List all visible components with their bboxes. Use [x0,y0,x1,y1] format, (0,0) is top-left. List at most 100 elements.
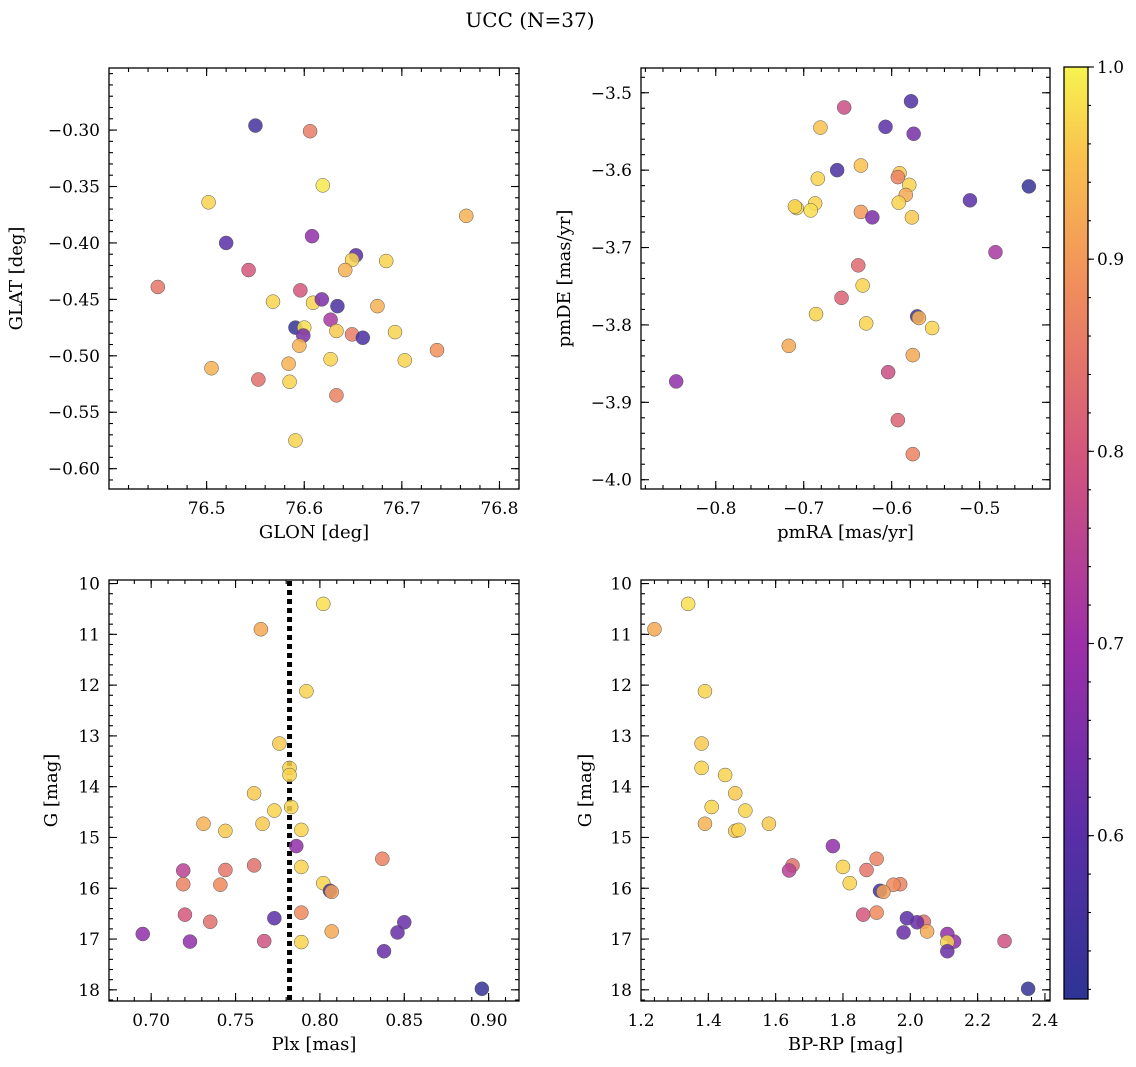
data-point [647,622,662,637]
x-tick-label: 76.8 [481,499,519,519]
data-point [323,312,338,327]
data-point [315,178,331,193]
y-axis-label: G [mag] [41,754,62,827]
data-point [429,342,445,358]
data-point [299,683,314,699]
data-point [834,290,849,306]
data-point [267,910,282,926]
data-point [890,412,906,428]
y-tick-label: 11 [78,625,100,645]
y-tick-label: −3.5 [591,84,632,104]
y-axis-label: G [mag] [575,754,596,827]
plot-frame [640,579,1051,1002]
x-tick-label: 76.6 [285,499,323,519]
data-point [891,195,906,210]
data-point [829,162,845,178]
data-point [213,877,228,892]
data-point [890,169,906,185]
data-point [175,863,191,878]
data-point [175,876,191,892]
data-point [825,838,841,854]
data-point [218,823,233,839]
data-point [1020,981,1036,997]
data-point [390,925,405,940]
figure-title: UCC (N=37) [465,8,594,32]
data-point [265,294,281,309]
data-point [251,372,266,387]
data-point [344,252,360,268]
y-tick-label: 14 [78,778,100,798]
y-tick-label: 13 [610,727,632,747]
x-tick-label: 0.75 [217,1011,255,1031]
data-point [218,235,234,251]
data-point [876,884,891,900]
data-point [896,925,911,940]
data-point [694,760,709,776]
data-point [813,120,828,135]
data-point [267,803,282,818]
y-tick-label: 16 [78,879,100,899]
y-tick-label: 17 [610,930,632,950]
y-tick-label: 12 [610,676,632,696]
colorbar-tick-label: 0.7 [1097,634,1124,654]
data-point [761,816,777,832]
y-tick-label: −3.9 [591,393,632,413]
data-point [909,915,925,930]
data-point [324,884,339,900]
data-point [255,816,270,832]
data-point [378,253,394,269]
data-point [880,364,896,380]
x-tick-label: 0.85 [385,1011,423,1031]
y-tick-label: 14 [610,778,632,798]
y-tick-label: 10 [78,575,100,595]
data-point [851,258,866,273]
y-axis-label: GLAT [deg] [6,227,27,331]
data-point [304,228,320,244]
data-point [204,360,219,376]
data-point [842,875,857,891]
y-tick-label: 17 [78,930,100,950]
y-tick-label: −3.6 [591,161,632,181]
data-point [810,171,826,186]
y-tick-label: 16 [610,879,632,899]
y-tick-label: −4.0 [591,471,632,491]
data-point [859,862,874,878]
data-point [940,943,955,959]
data-point [905,347,921,363]
data-point [680,596,696,612]
data-point [835,859,851,875]
data-point [248,118,263,133]
data-point [855,278,870,293]
data-point [241,262,256,278]
data-point [668,374,684,389]
y-tick-label: 12 [78,676,100,696]
colorbar-tick-label: 1.0 [1097,58,1124,78]
data-point [288,433,303,448]
x-tick-label: 1.4 [695,1011,722,1031]
data-point [855,907,871,922]
x-axis-label: BP-RP [mag] [788,1034,903,1055]
data-point [282,374,297,390]
data-point [329,323,344,339]
data-point [337,262,353,278]
y-tick-label: −0.40 [48,234,100,254]
data-point [182,934,198,949]
panel-cmd: 1.2 1.4 1.6 1.8 2.0 2.2 2.4 10 11 12 13 14 15 16 17 18 B… [575,575,1058,1055]
plot-frame [108,579,520,1002]
data-point [246,786,262,801]
y-tick-label: −0.45 [48,290,100,310]
panel-sky: 76.5 76.6 76.7 76.8 −0.30 −0.35 −0.40 −0.45 −0.5… [6,67,520,543]
data-point [150,279,166,295]
colorbar-tick-label: 0.9 [1097,250,1124,270]
y-tick-label: 15 [610,828,632,848]
data-point [370,298,385,314]
y-tick-label: 10 [610,575,632,595]
data-point [177,907,193,922]
data-point [397,915,412,930]
data-point [282,767,297,783]
data-point [731,822,746,838]
data-point [905,446,921,462]
data-point [906,126,921,142]
colorbar-tick-label: 0.6 [1097,827,1124,847]
data-point [911,310,927,326]
